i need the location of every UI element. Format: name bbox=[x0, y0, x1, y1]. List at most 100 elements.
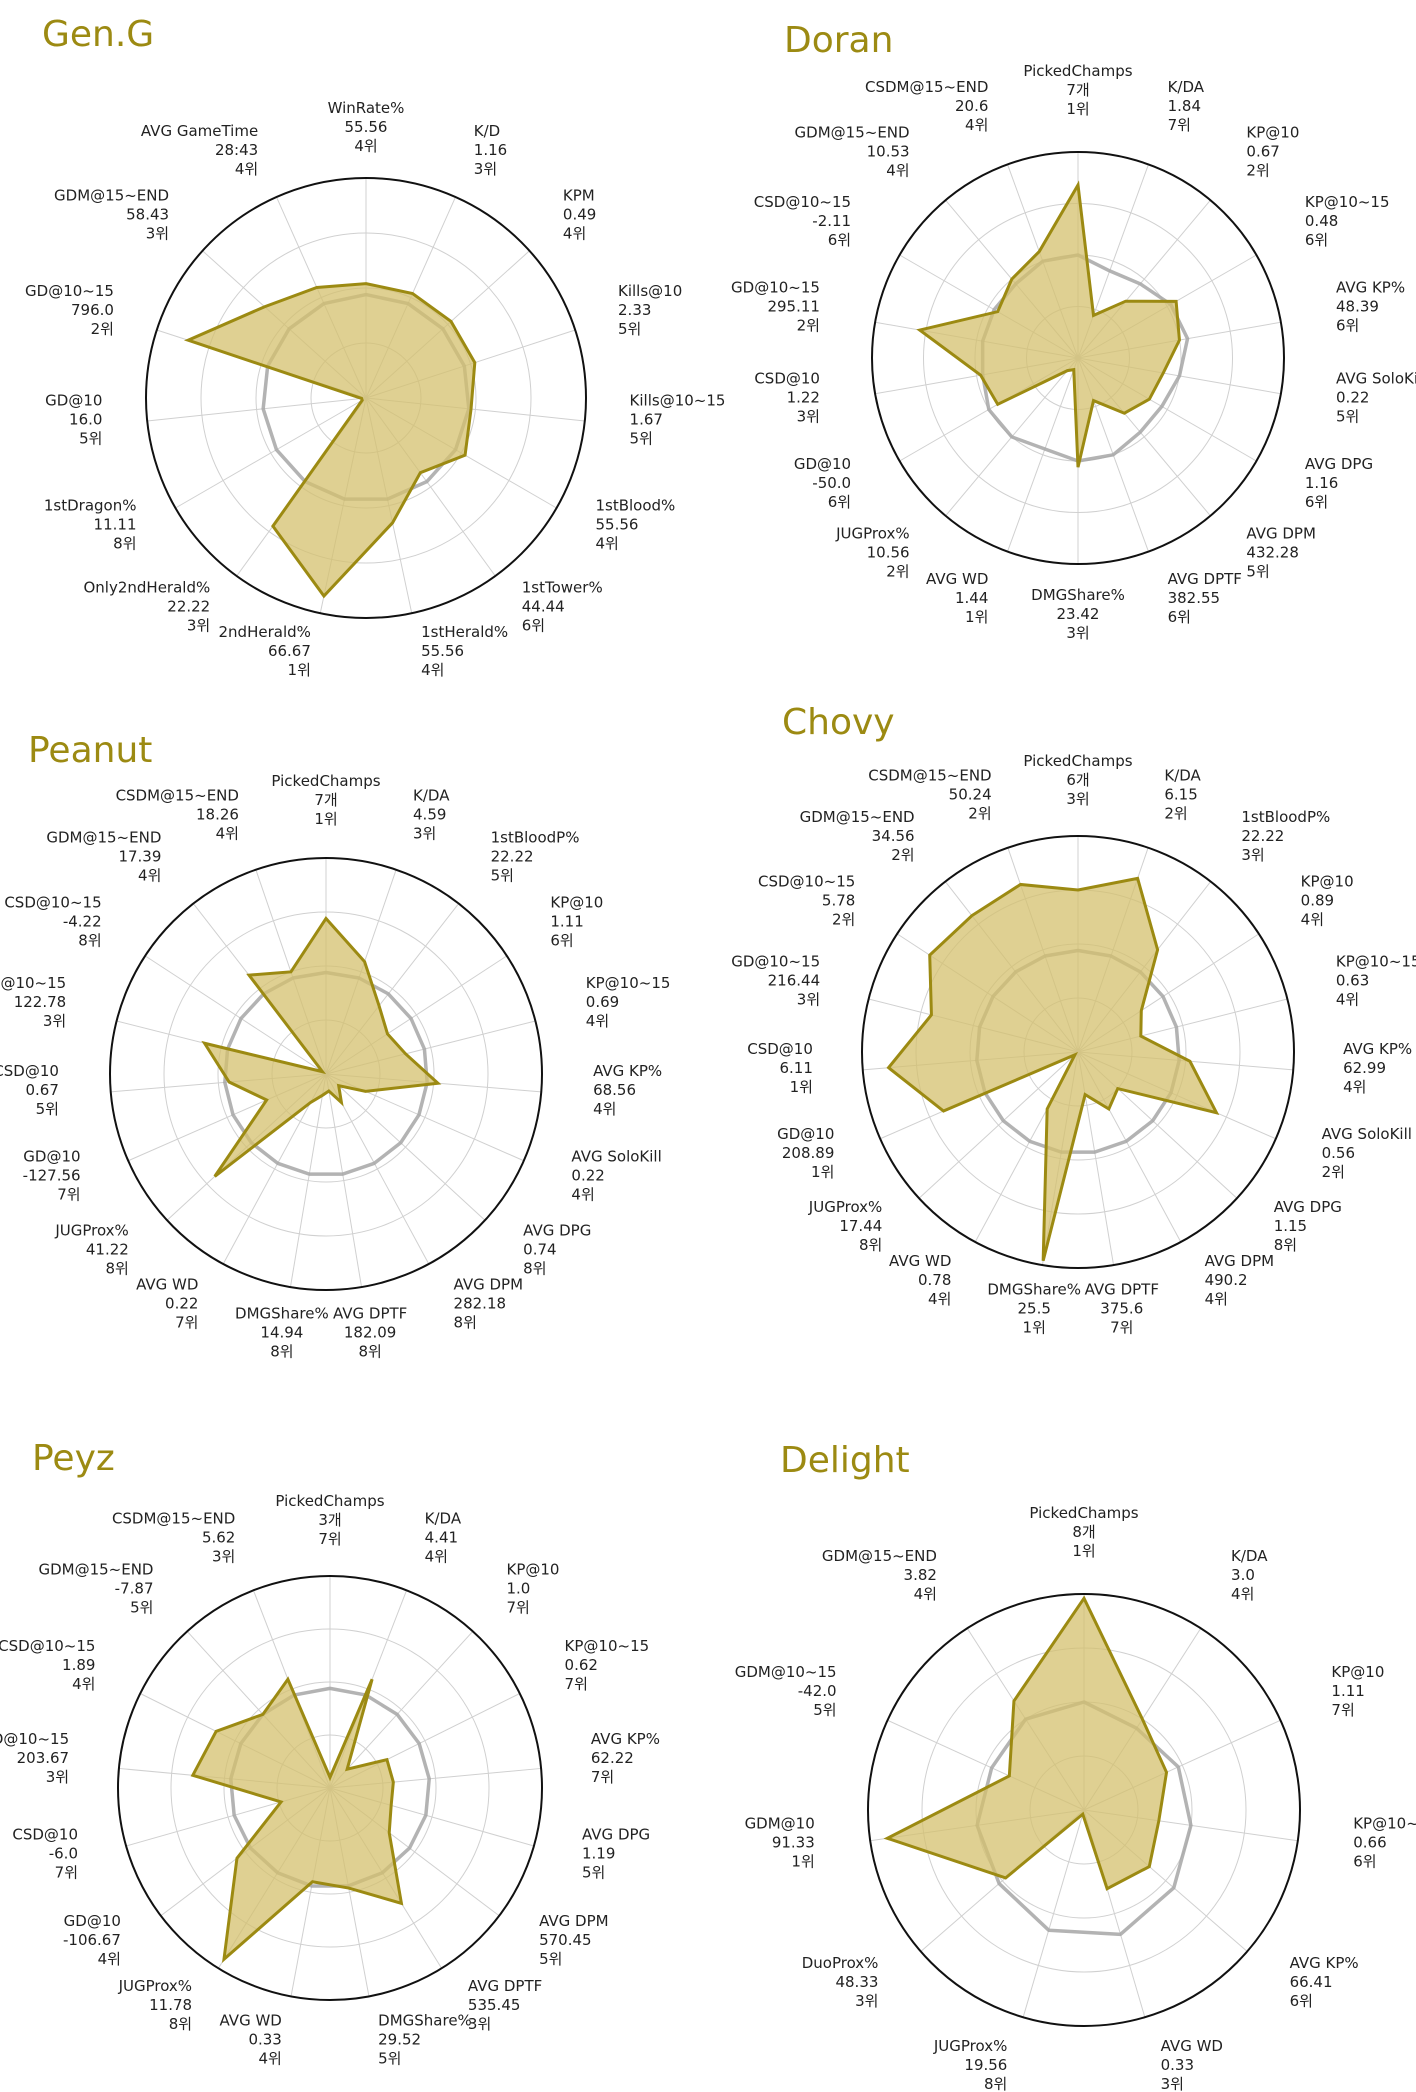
axis-spoke bbox=[918, 1051, 1079, 1199]
axis-label: AVG DPG 1.19 5위 bbox=[582, 1826, 650, 1882]
axis-label: GDM@15~END 58.43 3위 bbox=[54, 187, 169, 243]
outer-ring bbox=[871, 151, 1285, 565]
outer-ring bbox=[861, 835, 1295, 1269]
axis-label: DMGShare% 29.52 5위 bbox=[378, 2012, 472, 2068]
axis-label: K/DA 1.84 7위 bbox=[1168, 78, 1205, 134]
axis-label: AVG WD 1.44 1위 bbox=[926, 570, 988, 626]
player-polygon bbox=[190, 1676, 404, 1963]
player-polygon bbox=[916, 180, 1181, 468]
axis-label: JUGProx% 11.78 8위 bbox=[118, 1977, 193, 2033]
radar-chart-doran: PickedChamps 7개 1위 K/DA 1.84 7위 KP@10 0.67 2위KP@… bbox=[731, 62, 1416, 642]
axis-label: AVG KP% 66.41 6위 bbox=[1290, 1954, 1359, 2010]
axis-spoke bbox=[147, 397, 367, 422]
axis-label: DMGShare% 14.94 8위 bbox=[235, 1304, 329, 1360]
radar-panel-peyz: Peyz PickedChamps 3개 7위 K/DA 4.41 4위 KP@10 1.0 7… bbox=[0, 1400, 708, 2092]
axis-label: KP@10~15 0.63 4위 bbox=[1336, 953, 1416, 1009]
axis-label: AVG KP% 62.99 4위 bbox=[1343, 1040, 1412, 1096]
axis-label: AVG DPG 0.74 8위 bbox=[523, 1222, 591, 1278]
axis-label: AVG DPTF 535.45 3위 bbox=[468, 1977, 542, 2033]
axis-label: PickedChamps 7개 1위 bbox=[1023, 62, 1132, 118]
axis-label: AVG DPG 1.16 6위 bbox=[1305, 455, 1373, 511]
radar-panel-doran: Doran PickedChamps 7개 1위 K/DA 1.84 7위 KP@10 0.6… bbox=[708, 0, 1416, 700]
axis-label: AVG WD 0.78 4위 bbox=[889, 1252, 951, 1308]
player-polygon bbox=[183, 282, 477, 599]
axis-label: KP@10 1.11 7위 bbox=[1331, 1663, 1384, 1719]
axis-label: AVG KP% 68.56 4위 bbox=[593, 1062, 662, 1118]
axis-label: AVG DPM 570.45 5위 bbox=[539, 1912, 609, 1968]
axis-label: CSD@10~15 5.78 2위 bbox=[758, 873, 855, 929]
axis-label: WinRate% 55.56 4위 bbox=[328, 99, 405, 155]
axis-label: 2ndHerald% 66.67 1위 bbox=[219, 623, 311, 679]
axis-spoke bbox=[144, 955, 327, 1075]
axis-label: Kills@10~15 1.67 5위 bbox=[630, 392, 726, 448]
chart-title: Doran bbox=[784, 20, 894, 61]
axis-label: GDM@10 91.33 1위 bbox=[745, 1815, 815, 1871]
axis-label: CSDM@15~END 20.6 4위 bbox=[865, 78, 988, 134]
axis-label: 1stBlood% 55.56 4위 bbox=[595, 497, 675, 553]
axis-label: KP@10~15 0.62 7위 bbox=[565, 1637, 650, 1693]
axis-label: 1stTower% 44.44 6위 bbox=[522, 578, 603, 634]
axis-spoke bbox=[289, 1073, 327, 1288]
axis-label: KP@10 1.11 6위 bbox=[550, 893, 603, 949]
axis-label: CSD@10~15 1.89 4위 bbox=[0, 1637, 95, 1693]
radar-panel-gen-g: Gen.G WinRate% 55.56 4위 K/D 1.16 3위 KPM 0.49 4위 K… bbox=[0, 0, 725, 700]
axis-label: PickedChamps 6개 3위 bbox=[1023, 752, 1132, 808]
axis-spoke bbox=[1007, 357, 1079, 552]
outer-ring bbox=[145, 177, 587, 619]
axis-label: GD@10~15 216.44 3위 bbox=[731, 953, 820, 1009]
axis-label: CSD@10~15 -2.11 6위 bbox=[754, 193, 851, 249]
axis-label: AVG DPG 1.15 8위 bbox=[1274, 1198, 1342, 1254]
radar-chart-peyz: PickedChamps 3개 7위 K/DA 4.41 4위 KP@10 1.0 7위KP@1… bbox=[0, 1492, 660, 2068]
axis-label: AVG DPM 490.2 4위 bbox=[1205, 1252, 1275, 1308]
axis-spoke bbox=[325, 1073, 486, 1221]
outer-ring bbox=[867, 1593, 1301, 2027]
average-polygon bbox=[975, 1700, 1193, 1937]
axis-label: AVG KP% 62.22 7위 bbox=[591, 1730, 660, 1786]
axis-spoke bbox=[325, 1073, 363, 1288]
average-polygon bbox=[223, 970, 429, 1176]
axis-label: K/D 1.16 3위 bbox=[474, 122, 507, 178]
axis-label: AVG DPTF 375.6 7위 bbox=[1085, 1280, 1159, 1336]
axis-label: K/DA 4.41 4위 bbox=[425, 1510, 462, 1566]
outer-ring bbox=[109, 857, 543, 1291]
axis-label: GDM@15~END 17.39 4위 bbox=[46, 829, 161, 885]
axis-label: 1stDragon% 11.11 8위 bbox=[44, 497, 137, 553]
axis-spoke bbox=[175, 397, 367, 509]
axis-label: KP@10 0.89 4위 bbox=[1301, 873, 1354, 929]
axis-label: GD@10~15 796.0 2위 bbox=[25, 282, 114, 338]
axis-label: AVG SoloKill 0.22 4위 bbox=[571, 1148, 661, 1204]
axis-label: CSDM@15~END 5.62 3위 bbox=[112, 1510, 235, 1566]
axis-label: GDM@15~END 34.56 2위 bbox=[800, 808, 915, 864]
axis-label: GDM@15~END 3.82 4위 bbox=[822, 1547, 937, 1603]
axis-label: AVG WD 0.33 3위 bbox=[1161, 2037, 1223, 2092]
axis-label: AVG DPM 432.28 5위 bbox=[1246, 525, 1316, 581]
axis-label: AVG GameTime 28:43 4위 bbox=[141, 122, 258, 178]
axis-label: GDM@15~END 10.53 4위 bbox=[795, 123, 910, 179]
chart-title: Chovy bbox=[782, 702, 895, 743]
axis-label: GD@10 208.89 1위 bbox=[777, 1125, 834, 1181]
axis-label: KP@10 0.67 2위 bbox=[1246, 123, 1299, 179]
axis-label: CSD@10~15 -4.22 8위 bbox=[4, 893, 101, 949]
axis-label: GDM@15~END -7.87 5위 bbox=[38, 1560, 153, 1616]
axis-label: CSDM@15~END 18.26 4위 bbox=[116, 787, 239, 843]
player-polygon bbox=[883, 1595, 1169, 1891]
axis-label: AVG SoloKill 0.56 2위 bbox=[1322, 1125, 1412, 1181]
axis-label: KP@10~15 0.69 4위 bbox=[586, 974, 671, 1030]
axis-label: AVG DPTF 382.55 6위 bbox=[1168, 570, 1242, 626]
axis-label: K/DA 6.15 2위 bbox=[1164, 766, 1201, 822]
axis-label: PickedChamps 3개 7위 bbox=[275, 1492, 384, 1548]
axis-label: DMGShare% 25.5 1위 bbox=[987, 1280, 1081, 1336]
axis-label: CSD@10 -6.0 7위 bbox=[12, 1826, 78, 1882]
chart-title: Peyz bbox=[32, 1438, 115, 1479]
axis-label: CSD@10 6.11 1위 bbox=[747, 1040, 813, 1096]
axis-label: KP@10~15 0.48 6위 bbox=[1305, 193, 1390, 249]
axis-label: JUGProx% 41.22 8위 bbox=[54, 1222, 129, 1278]
axis-label: JUGProx% 19.56 8위 bbox=[933, 2037, 1008, 2092]
player-polygon bbox=[201, 916, 442, 1178]
axis-label: PickedChamps 7개 1위 bbox=[271, 772, 380, 828]
axis-label: GD@10 -50.0 6위 bbox=[794, 455, 851, 511]
axis-label: GD@10 -127.56 7위 bbox=[23, 1148, 81, 1204]
